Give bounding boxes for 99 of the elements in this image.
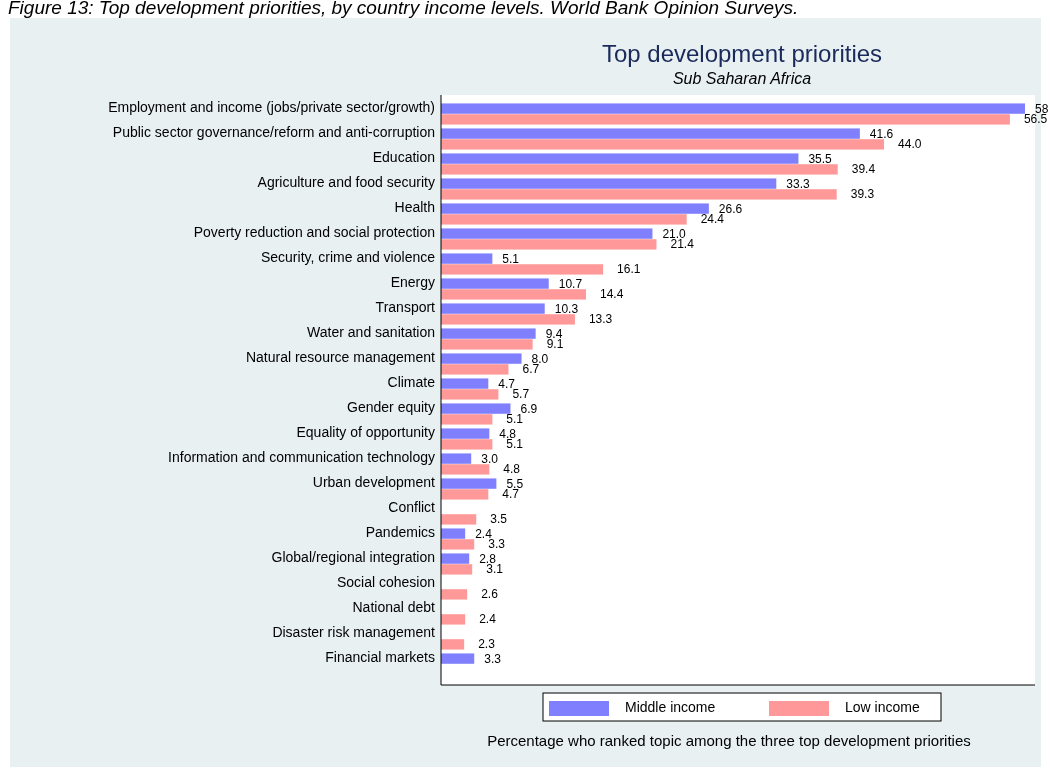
y-tick-label: Financial markets xyxy=(325,649,435,665)
data-label: 6.7 xyxy=(522,362,540,377)
data-label: 9.1 xyxy=(546,337,564,352)
data-label: 3.3 xyxy=(484,651,502,666)
data-label: 2.4 xyxy=(479,612,497,627)
y-tick-label: Disaster risk management xyxy=(272,624,436,640)
data-label: 39.4 xyxy=(851,162,876,177)
bar xyxy=(441,253,493,264)
bar xyxy=(441,264,604,275)
data-label: 21.4 xyxy=(670,237,695,252)
y-tick-label: Security, crime and violence xyxy=(260,249,436,265)
bar xyxy=(441,139,885,150)
y-tick-label: National debt xyxy=(352,599,436,615)
bar xyxy=(441,614,466,625)
bar xyxy=(441,303,545,314)
bar xyxy=(441,414,493,425)
bar xyxy=(441,353,522,364)
y-tick-label: Global/regional integration xyxy=(271,549,435,565)
bar xyxy=(441,278,549,289)
y-tick-label: Public sector governance/reform and anti-corruption xyxy=(112,124,435,140)
y-tick-label: Employment and income (jobs/private sector/growth) xyxy=(108,99,435,115)
bar xyxy=(441,378,489,389)
caption: Figure 13: Top development priorities, by country income levels. World Bank Opinion Surveys. xyxy=(8,0,799,18)
data-label: 5.7 xyxy=(512,387,530,402)
bar xyxy=(441,589,468,600)
bar xyxy=(441,439,493,450)
bar xyxy=(441,178,777,189)
data-label: 4.7 xyxy=(502,487,520,502)
y-tick-label: Gender equity xyxy=(347,399,435,415)
data-label: 56.5 xyxy=(1023,112,1048,127)
bar xyxy=(441,514,477,525)
data-label: 24.4 xyxy=(700,212,725,227)
bar xyxy=(441,103,1025,114)
data-label: 3.5 xyxy=(490,512,508,527)
y-tick-label: Water and sanitation xyxy=(307,324,435,340)
data-label: 3.1 xyxy=(486,562,504,577)
bar xyxy=(441,528,466,539)
bar xyxy=(441,364,509,375)
data-label: 10.3 xyxy=(554,301,579,316)
bar xyxy=(441,128,860,139)
bar xyxy=(441,464,490,475)
bar xyxy=(441,653,475,664)
bar xyxy=(441,164,838,175)
x-axis-title: Percentage who ranked topic among the three top development priorities xyxy=(487,732,971,749)
y-tick-label: Transport xyxy=(375,299,436,315)
y-tick-label: Poverty reduction and social protection xyxy=(193,224,435,240)
bar xyxy=(441,239,657,250)
data-label: 10.7 xyxy=(558,276,583,291)
data-label: 35.5 xyxy=(808,151,833,166)
data-label: 13.3 xyxy=(588,312,613,327)
bar xyxy=(441,489,489,500)
data-label: 5.1 xyxy=(506,437,524,452)
y-tick-label: Pandemics xyxy=(365,524,435,540)
data-label: 5.1 xyxy=(502,251,520,266)
data-label: 16.1 xyxy=(617,262,641,277)
data-label: 3.3 xyxy=(488,537,506,552)
y-tick-label: Information and communication technology xyxy=(168,449,435,465)
y-tick-label: Equality of opportunity xyxy=(296,424,435,440)
bar xyxy=(441,228,653,239)
data-label: 44.0 xyxy=(898,137,922,152)
bar xyxy=(441,314,575,325)
bar xyxy=(441,639,465,650)
y-tick-label: Health xyxy=(394,199,435,215)
bar xyxy=(441,553,470,564)
y-tick-label: Education xyxy=(372,149,435,165)
bar xyxy=(441,453,472,464)
bar xyxy=(441,339,533,350)
data-label: 2.6 xyxy=(481,587,499,602)
bar xyxy=(441,289,586,300)
bar xyxy=(441,478,497,489)
chart-subtitle: Sub Saharan Africa xyxy=(672,70,812,87)
bar xyxy=(441,114,1010,125)
y-tick-label: Conflict xyxy=(388,499,436,515)
bar xyxy=(441,153,799,164)
y-tick-label: Agriculture and food security xyxy=(257,174,435,190)
bar xyxy=(441,389,499,400)
legend-label: Middle income xyxy=(625,699,716,715)
chart-title: Top development priorities xyxy=(601,40,883,67)
data-label: 2.3 xyxy=(478,637,496,652)
y-tick-label: Natural resource management xyxy=(245,349,436,365)
bar xyxy=(441,539,475,550)
bar xyxy=(441,328,536,339)
bar xyxy=(441,214,687,225)
data-label: 3.0 xyxy=(481,451,499,466)
bar xyxy=(441,428,490,439)
y-tick-label: Climate xyxy=(387,374,436,390)
bar xyxy=(441,403,511,414)
data-label: 4.8 xyxy=(503,462,521,477)
bar xyxy=(441,564,473,575)
y-tick-label: Urban development xyxy=(312,474,436,490)
data-label: 33.3 xyxy=(786,176,810,191)
y-tick-label: Energy xyxy=(390,274,435,290)
bar xyxy=(441,189,837,200)
y-tick-label: Social cohesion xyxy=(336,574,435,590)
data-label: 41.6 xyxy=(869,126,894,141)
data-label: 39.3 xyxy=(850,187,875,202)
bar xyxy=(441,203,709,214)
data-label: 14.4 xyxy=(599,287,624,302)
legend-label: Low income xyxy=(845,699,920,715)
